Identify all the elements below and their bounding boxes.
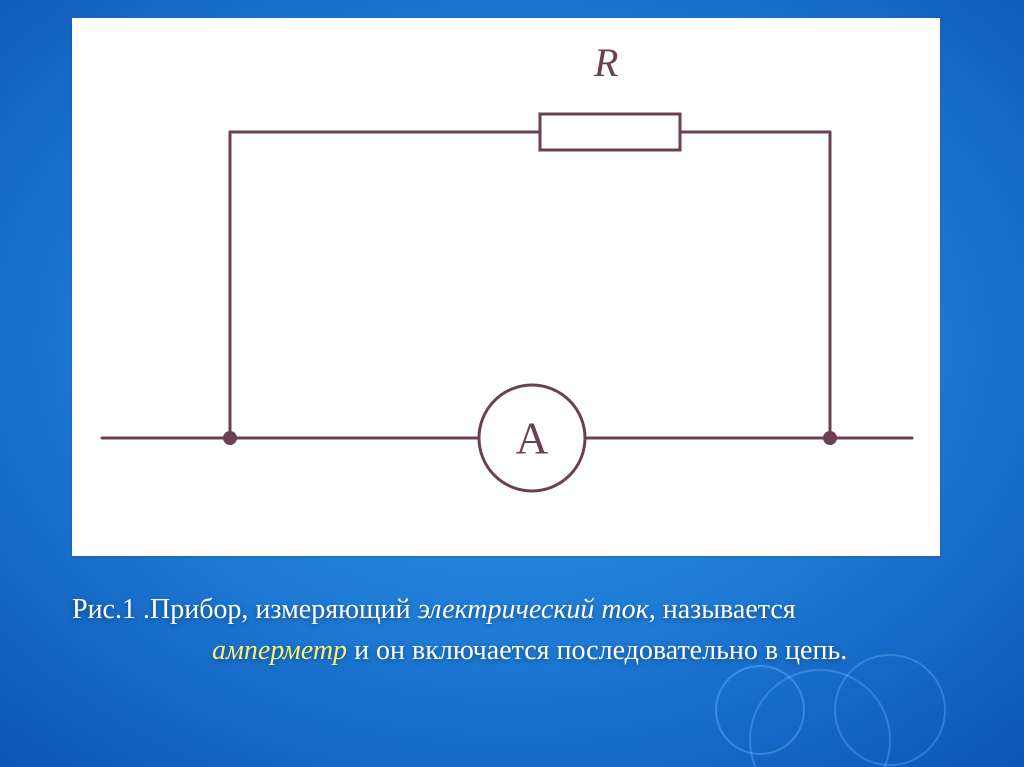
resistor-symbol — [540, 114, 680, 150]
caption-accent: амперметр — [212, 635, 347, 666]
caption-line1-plain2: называется — [663, 594, 796, 625]
ammeter-label: A — [516, 413, 549, 463]
junction-node — [823, 431, 837, 445]
resistor-label: R — [593, 40, 618, 85]
junction-node — [223, 431, 237, 445]
caption-line1-plain1: Рис.1 .Прибор, измеряющий — [72, 594, 418, 625]
caption-line2-plain: и он включается последовательно в цепь. — [347, 635, 847, 666]
caption-text: Рис.1 .Прибор, измеряющий электрический … — [72, 590, 952, 671]
slide-root: RA Рис.1 .Прибор, измеряющий электрическ… — [0, 0, 1024, 767]
circuit-diagram: RA — [72, 18, 940, 556]
caption-line1-ital: электрический ток, — [418, 594, 663, 625]
figure-frame: RA — [72, 18, 940, 556]
